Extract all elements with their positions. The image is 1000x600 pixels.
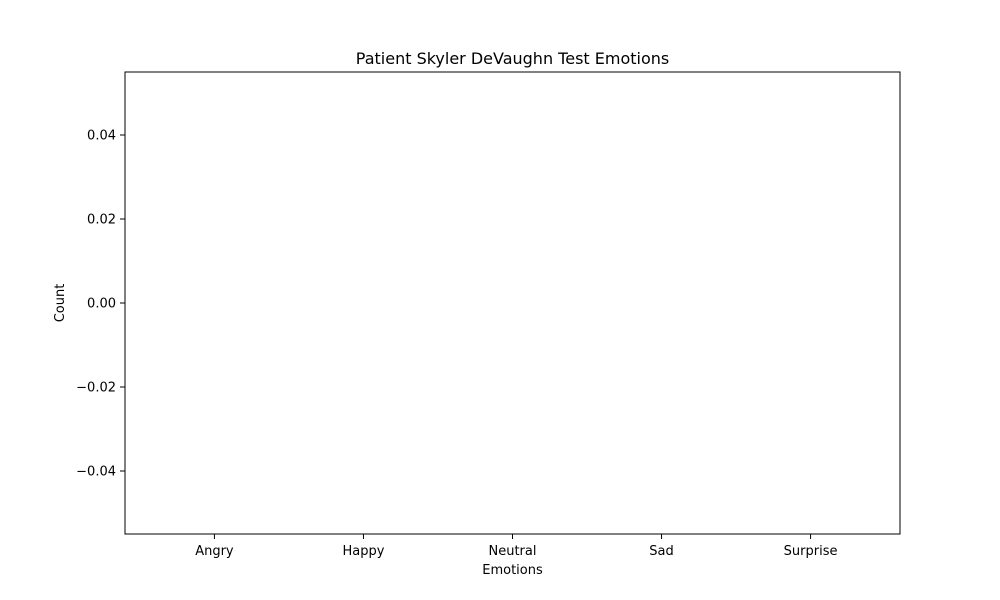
x-axis: Angry Happy Neutral Sad Surprise	[195, 534, 837, 559]
y-tick-label: 0.02	[87, 213, 116, 228]
x-tick-label: Happy	[342, 544, 384, 559]
y-tick-label: −0.02	[76, 381, 116, 396]
y-axis-label: Count	[53, 284, 68, 323]
y-tick-label: 0.04	[87, 129, 116, 144]
y-axis: −0.04 −0.02 0.00 0.02 0.04	[76, 129, 125, 480]
chart-title: Patient Skyler DeVaughn Test Emotions	[356, 49, 669, 68]
x-tick-label: Angry	[195, 544, 234, 559]
x-tick-label: Neutral	[489, 544, 537, 559]
y-tick-label: 0.00	[87, 297, 116, 312]
x-tick-label: Surprise	[784, 544, 838, 559]
y-tick-label: −0.04	[76, 465, 116, 480]
x-tick-label: Sad	[649, 544, 673, 559]
x-axis-label: Emotions	[482, 563, 543, 578]
